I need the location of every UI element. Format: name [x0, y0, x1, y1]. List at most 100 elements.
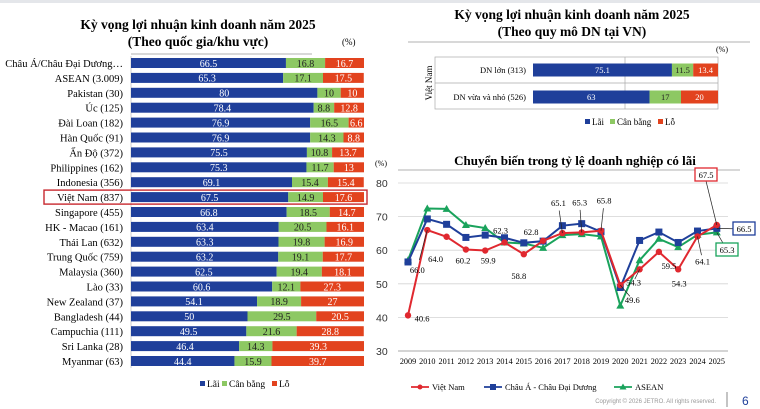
point-vietnam [482, 247, 489, 254]
bar-lo [325, 58, 364, 68]
bar-lo [272, 341, 364, 352]
x-tick-label: 2019 [593, 357, 609, 366]
bar-lai [131, 251, 279, 262]
bar-can-bang [306, 162, 334, 173]
x-tick-label: 2012 [458, 357, 474, 366]
point-asia-oceania [578, 220, 586, 228]
data-label-lai: 76.9 [212, 118, 230, 129]
bar-can-bang [278, 236, 325, 247]
data-label-vietnam: 65.1 [551, 198, 566, 208]
point-asia-oceania [713, 224, 721, 232]
x-tick-label: 2010 [419, 357, 435, 366]
point-asia-oceania [636, 236, 644, 244]
data-label-vietnam: 64.0 [428, 254, 443, 264]
data-label-lai: 63.2 [196, 253, 214, 264]
leader-line [558, 210, 563, 234]
data-label-lo: 18.1 [334, 267, 352, 278]
data-label-vietnam: 65.3 [572, 197, 587, 207]
data-label-vietnam: 64.1 [695, 256, 710, 266]
end-label-box-asia-oceania [732, 221, 756, 236]
bar-lai [131, 311, 248, 322]
point-asean [461, 221, 470, 228]
bar-can-bang [285, 58, 326, 68]
bar-lai [533, 90, 650, 104]
point-asia-oceania [501, 234, 508, 242]
bar-can-bang [649, 90, 681, 104]
leader-line [716, 232, 728, 251]
category-label: Trung Quốc (759) [47, 253, 124, 264]
bar-lai [131, 326, 247, 337]
category-label: Campuchia (111) [51, 327, 124, 338]
category-label: Sri Lanka (28) [62, 342, 124, 353]
data-label-lai: 62.5 [195, 267, 213, 278]
data-label-lo: 27 [328, 297, 338, 308]
data-label-lai: 75.5 [210, 148, 228, 159]
top-border [0, 0, 760, 3]
data-label-lai: 50 [184, 312, 194, 323]
data-label-lai: 80 [219, 89, 229, 100]
data-label-lo: 39.7 [309, 357, 327, 368]
point-vietnam [597, 227, 605, 234]
point-asean [577, 230, 586, 238]
data-label-vietnam: 60.2 [455, 256, 470, 266]
x-tick-label: 2015 [516, 357, 532, 366]
bar-lai [131, 221, 279, 232]
point-vietnam [443, 233, 450, 240]
data-label-lai: 44.4 [174, 357, 192, 368]
bar-lai [131, 147, 307, 158]
legend-swatch-lo [658, 119, 663, 124]
data-label-vietnam: 62.3 [493, 225, 508, 235]
point-vietnam [539, 237, 547, 244]
bar-lai [131, 87, 318, 98]
legend-label-lai: Lãi [592, 117, 604, 127]
point-asean [539, 243, 548, 251]
bar-lai [131, 192, 289, 203]
right-legend: Lãi Cân bằng Lỗ [585, 117, 675, 127]
point-asia-oceania [539, 237, 547, 245]
category-label: Lào (33) [87, 283, 124, 294]
point-asia-oceania [481, 231, 489, 239]
data-label-lai: 69.1 [203, 178, 221, 189]
leader-line [600, 208, 604, 231]
bar-lo [329, 207, 364, 217]
data-label-lo: 20 [695, 92, 704, 102]
point-asean [674, 243, 683, 251]
point-vietnam [636, 266, 643, 273]
data-label-vietnam: 54.3 [626, 277, 641, 287]
x-tick-label: 2018 [574, 357, 590, 366]
bar-can-bang [276, 266, 322, 277]
bar-lo [343, 132, 364, 143]
legend-swatch-lo [272, 381, 277, 386]
legend-label-vietnam: Việt Nam [432, 382, 465, 392]
legend-marker-asean [619, 383, 627, 390]
bar-lo [693, 63, 718, 77]
bar-can-bang [288, 192, 323, 203]
x-tick-label: 2023 [670, 357, 686, 366]
data-label-lai: 46.4 [176, 342, 194, 353]
data-label-lo: 13 [344, 163, 354, 174]
bar-can-bang [234, 356, 272, 366]
category-label: Pakistan (30) [67, 89, 123, 100]
bar-can-bang [313, 102, 335, 113]
bar-lo [300, 281, 364, 292]
point-vietnam [462, 246, 470, 253]
bar-lo [316, 311, 364, 322]
line-chart-title: Chuyển biến trong tỷ lệ doanh nghiệp có … [454, 153, 696, 168]
bar-lai [131, 72, 284, 83]
data-label-lo: 16.9 [336, 238, 354, 249]
leader-line [418, 229, 428, 261]
bar-can-bang [278, 251, 323, 262]
category-label: Ấn Độ (372) [69, 146, 123, 159]
point-asean [519, 239, 528, 247]
data-label-vietnam: 66.0 [410, 265, 425, 275]
data-label-lai: 75.1 [595, 65, 610, 75]
data-label-lo: 27.3 [323, 282, 341, 293]
bar-lo [321, 266, 364, 277]
legend-swatch-lai [585, 119, 590, 124]
series-line-asia-oceania [407, 217, 717, 291]
point-asia-oceania [404, 258, 412, 266]
data-label-can-bang: 16.8 [297, 59, 315, 70]
point-asean [635, 256, 644, 264]
point-asean [481, 224, 490, 232]
data-label-vietnam: 59.5 [661, 261, 676, 271]
